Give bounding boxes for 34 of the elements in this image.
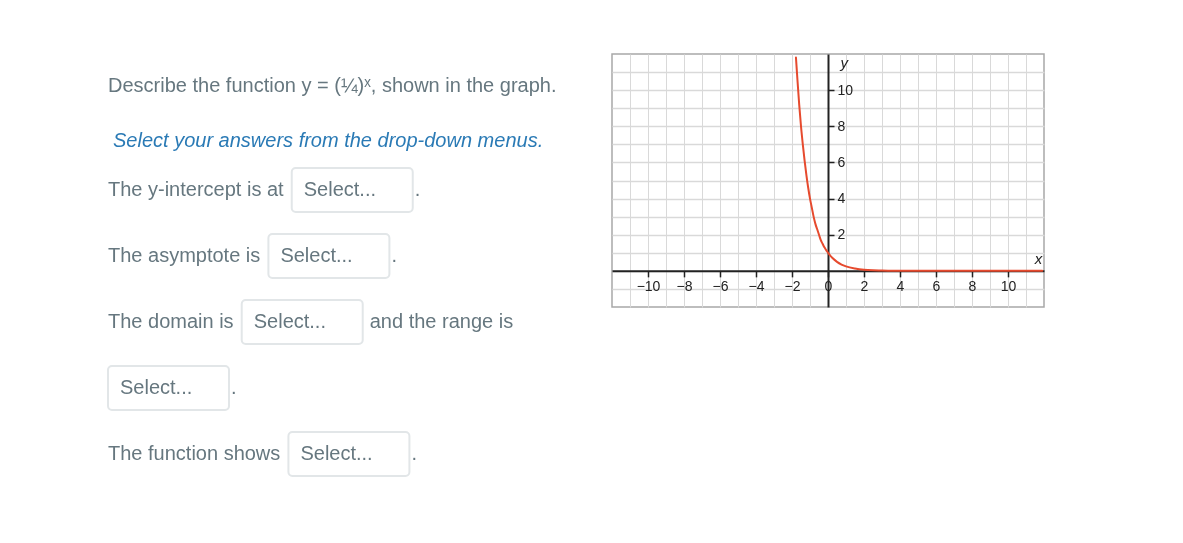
x-tick-label: 4 [896,278,905,295]
text: Select... [120,376,193,398]
text: Select... [300,442,373,464]
x-tick-label: 8 [968,278,977,295]
x-axis-title: x [1033,250,1043,268]
line-series [794,56,1044,272]
text: Select... [253,310,326,332]
x-tick-label: 10 [1000,278,1017,295]
text: . [411,442,417,464]
x-tick-label: −10 [636,278,661,295]
text: Describe the function y = (¼)ˣ, shown in the graph. [108,74,557,96]
text: The asymptote is [108,244,261,266]
text: The y-intercept is at [108,178,285,200]
text: . [391,244,397,266]
x-tick-label: −4 [748,278,765,295]
x-tick-label: −6 [712,278,729,295]
text: The domain is [108,310,234,332]
x-tick-label: 6 [932,278,941,295]
y-tick-label: 8 [837,117,846,134]
y-tick-label: 4 [837,190,846,207]
text: . [231,376,237,398]
text: and the range is [369,310,514,332]
x-tick-label: −8 [676,278,693,295]
x-tick-label: −2 [784,278,801,295]
y-axis-title: y [839,53,850,71]
text: Select your answers from the drop-down menus. [113,129,544,151]
y-tick-label: 2 [837,226,846,243]
y-tick-label: 10 [837,81,854,98]
y-tick-label: 6 [837,153,846,170]
text: The function shows [108,442,281,464]
text: Select... [303,178,377,200]
text: . [414,178,421,200]
text: Select... [280,244,353,266]
x-tick-label: 2 [860,278,869,295]
